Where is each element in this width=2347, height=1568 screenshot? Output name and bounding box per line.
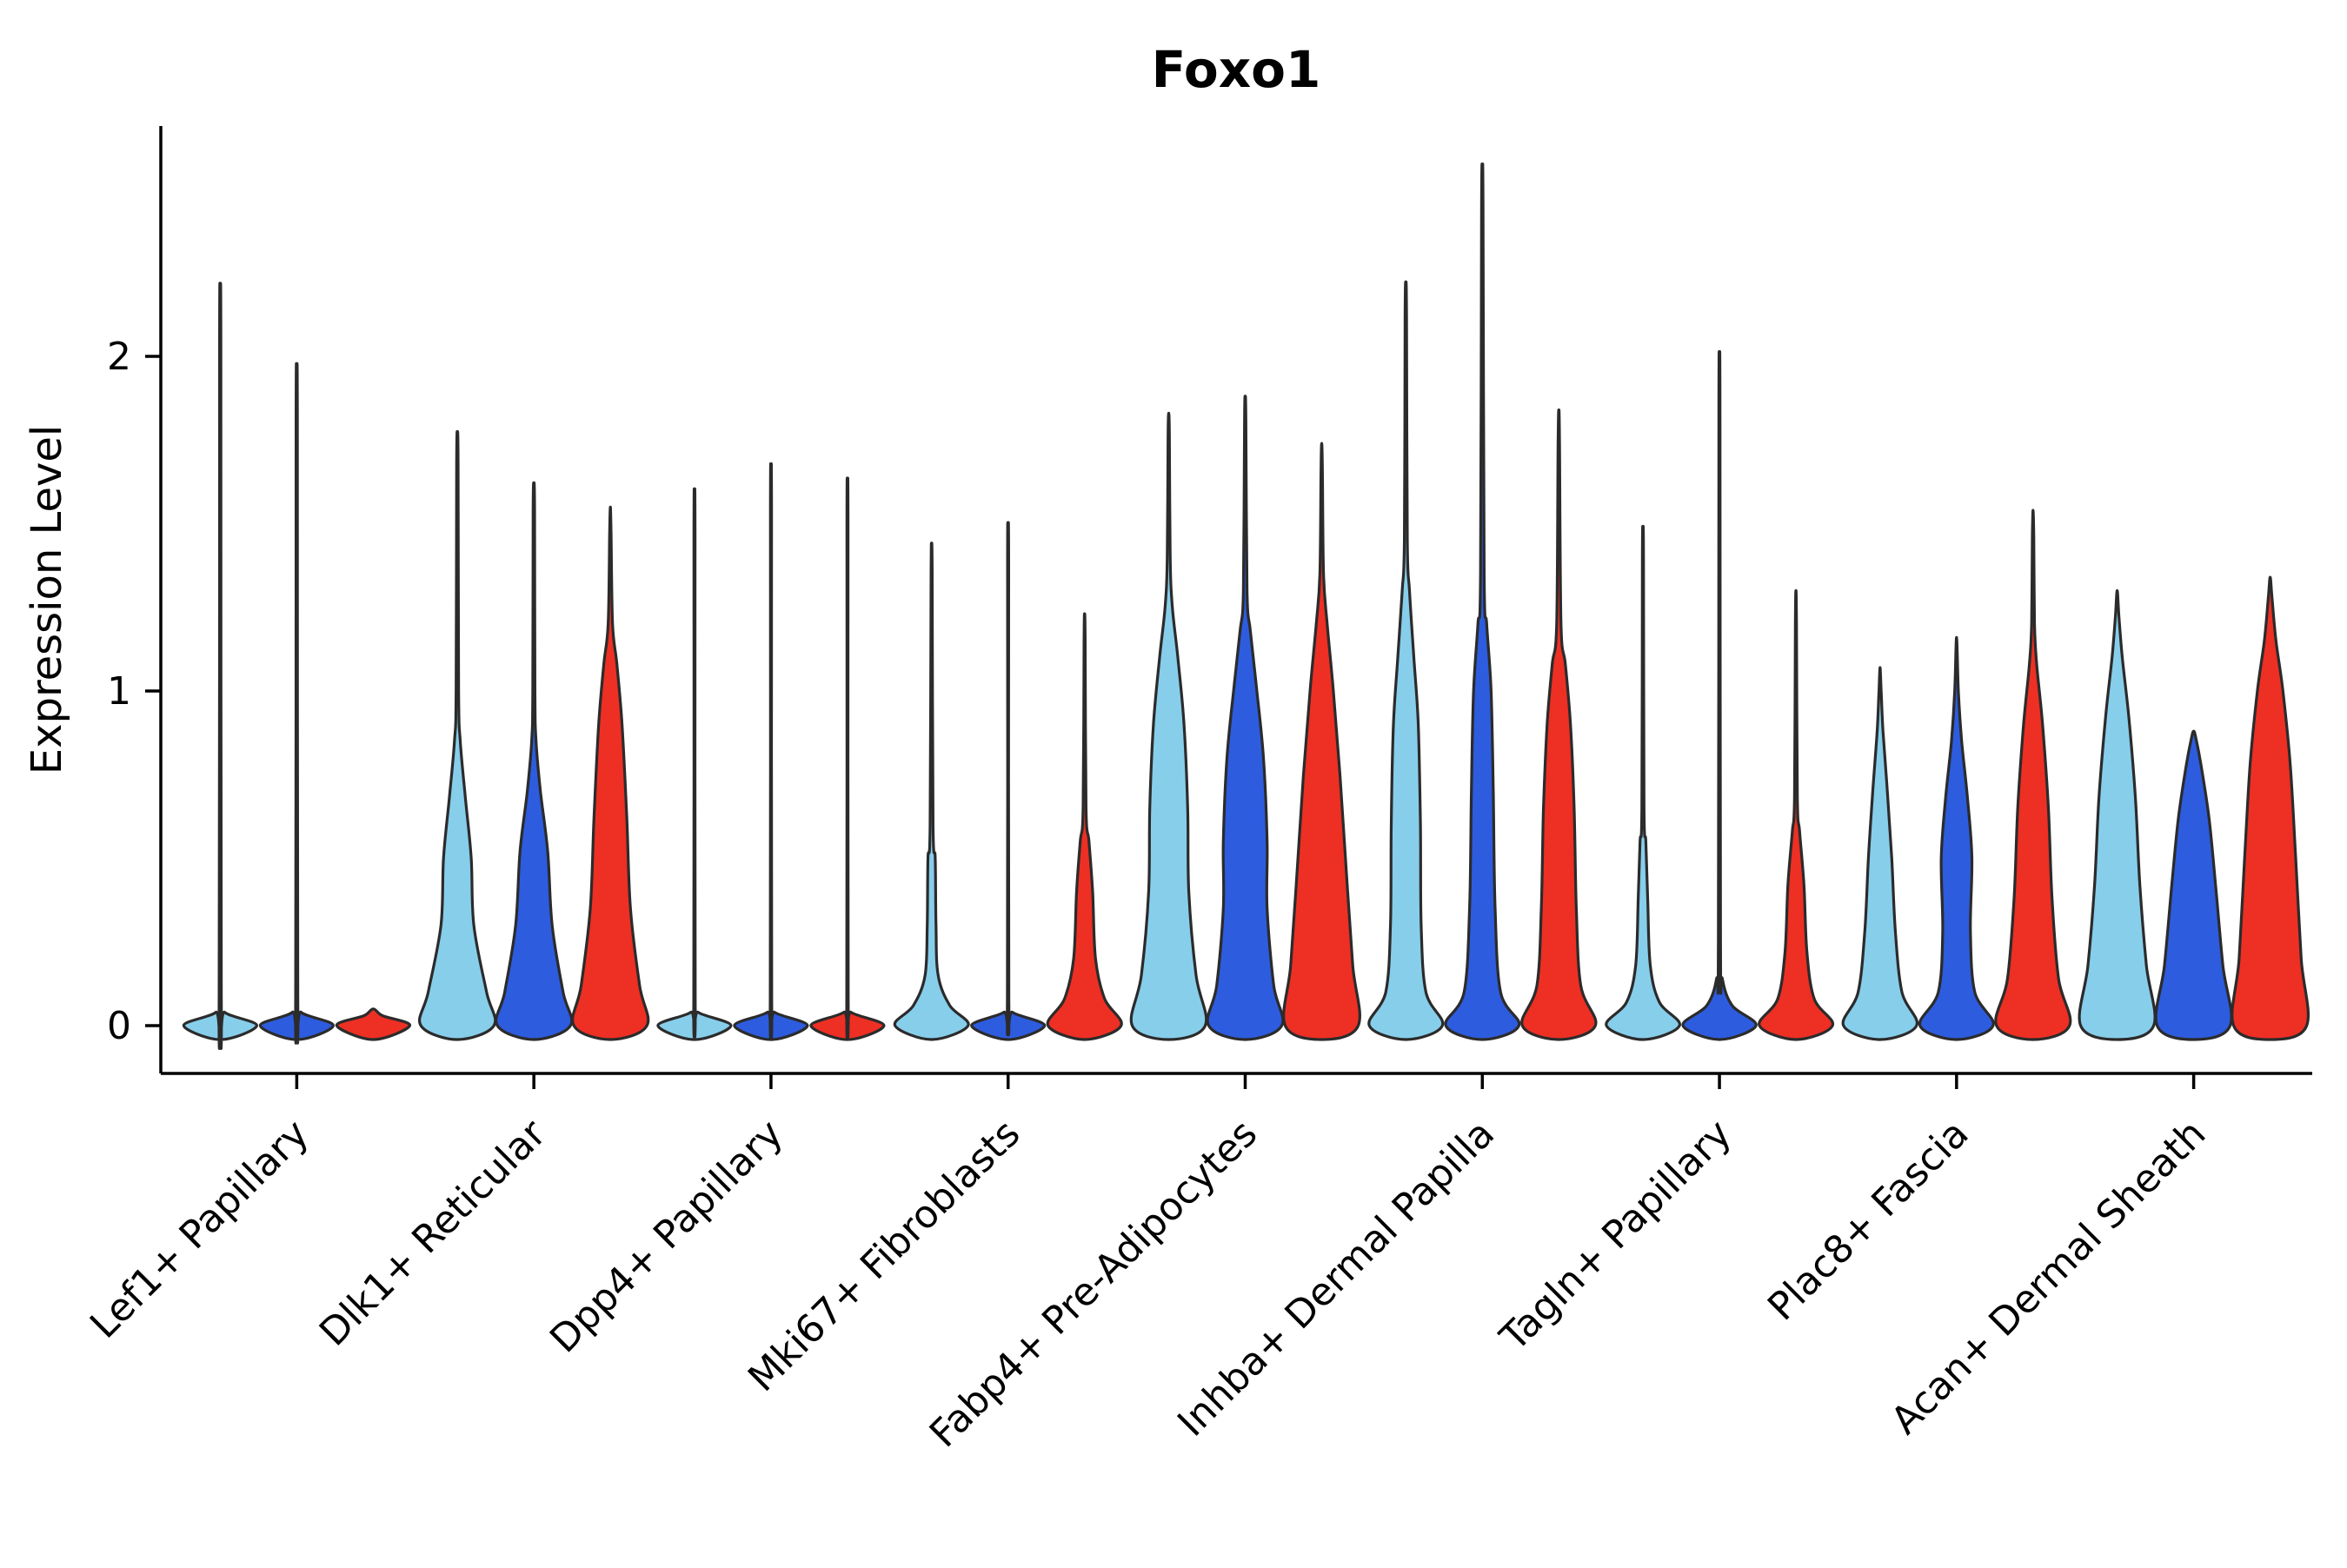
violin [2078,588,2157,1041]
y-tick-label: 2 [107,335,131,379]
y-axis-label: Expression Level [23,425,71,775]
violin [1367,280,1445,1041]
violin [2154,729,2233,1041]
violin [495,481,574,1041]
x-tick-label: Tagln+ Papillary [1492,1112,1740,1360]
violin [1994,508,2072,1041]
violin [2231,575,2310,1041]
x-tick-label: Lef1+ Papillary [82,1112,317,1347]
violin [893,541,970,1041]
violin [1681,349,1758,1041]
violin [182,282,259,1050]
violin [1605,524,1681,1041]
violin [970,521,1047,1041]
violin [418,429,497,1041]
violin [1282,442,1361,1041]
violin [1758,588,1834,1041]
x-tick-label: Mki67+ Fibroblasts [740,1112,1028,1400]
chart-title: Foxo1 [1152,40,1321,99]
y-tick-label: 1 [107,669,131,714]
violin [656,487,733,1041]
y-tick-label: 0 [107,1004,131,1048]
violin [335,1007,412,1041]
violin [1206,395,1285,1041]
x-tick-label: Dlk1+ Reticular [311,1111,555,1355]
violin [1841,666,1919,1041]
violin [1444,163,1521,1041]
axis-spines [159,126,2312,1075]
violin [809,476,886,1041]
x-tick-label: Dpp4+ Papillary [542,1112,792,1362]
violin [571,505,650,1041]
violin [733,462,809,1041]
violin [1520,408,1598,1041]
x-tick-label: Plac8+ Fascia [1759,1112,1978,1330]
violin [258,362,336,1045]
violin [1918,635,1995,1041]
violin [1129,411,1208,1041]
violin [1046,612,1123,1041]
